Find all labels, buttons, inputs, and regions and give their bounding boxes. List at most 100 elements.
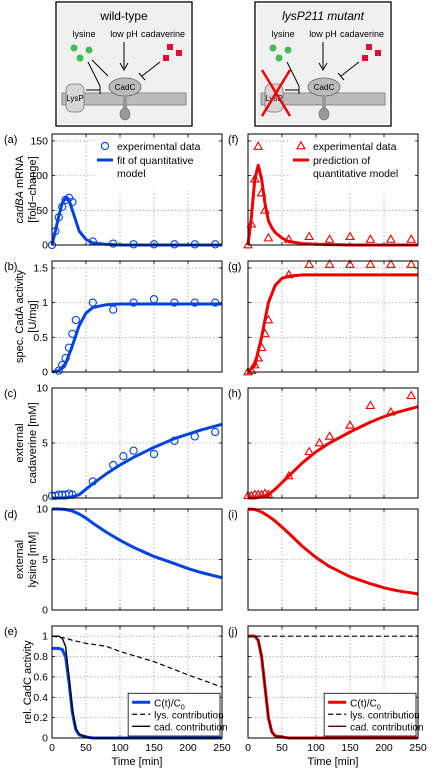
y-tick-label: 0.4	[33, 692, 48, 704]
legend-label: experimental data	[313, 141, 397, 153]
legend-label: prediction of	[313, 155, 370, 167]
axes-frame	[247, 508, 419, 611]
y-tick-label: 0.5	[33, 332, 48, 344]
x-tick-label: 100	[307, 742, 325, 754]
lysine-molecules	[269, 44, 292, 62]
x-tick-label: 200	[179, 742, 197, 754]
cadaverine-label: cadaverine	[340, 29, 384, 39]
cadaverine-molecules	[362, 44, 381, 61]
legend-label: fit of quantitative	[117, 155, 194, 167]
panel-h: (h)	[228, 387, 419, 500]
y-axis-label: cadaverine [mM]	[27, 402, 39, 483]
y-tick-label: 0.6	[33, 671, 48, 683]
data-point	[256, 342, 267, 352]
axes-frame	[247, 260, 419, 373]
x-tick-label: 250	[409, 742, 427, 754]
data-point	[324, 234, 335, 243]
data-point	[211, 240, 220, 249]
data-point	[68, 197, 77, 207]
y-tick-label: 0.8	[33, 651, 48, 663]
axes-frame	[51, 508, 223, 611]
panel-letter: (e)	[4, 626, 17, 638]
cadc-label: CadC	[314, 83, 335, 92]
axes-frame	[51, 387, 223, 499]
data-point	[283, 269, 294, 279]
data-point	[129, 240, 138, 249]
x-tick-label: 200	[375, 742, 393, 754]
panel-j: (j) 0 50 100 150 200 250 Time [min] C(t)/C0lys. …	[228, 625, 427, 768]
data-point	[253, 352, 264, 362]
y-tick-label: 0	[42, 493, 48, 505]
panel-letter: (a)	[4, 134, 17, 146]
panel-letter: (b)	[4, 261, 17, 273]
y-tick-label: 5	[42, 554, 48, 566]
schematic-mutant: lysP211 mutant lysine low pH cadaverine …	[254, 1, 392, 127]
panel-b: 0 0.5 1 1.5 (b)spec. CadA activity [U/mg]	[4, 260, 223, 379]
data-point	[243, 239, 253, 249]
data-point	[406, 259, 417, 268]
axes-frame	[247, 387, 419, 499]
y-tick-label: 100	[30, 170, 48, 182]
data-point	[211, 427, 220, 437]
schematic-title-wild-type: wild-type	[99, 9, 148, 23]
data-point	[324, 431, 335, 440]
data-point	[345, 259, 355, 268]
y-axis-label: external	[14, 540, 26, 579]
data-point	[385, 259, 396, 268]
legend-label: lys. contribution	[350, 710, 419, 721]
data-point	[249, 173, 260, 183]
data-point	[64, 489, 74, 498]
axes-frame	[51, 133, 223, 246]
data-point	[304, 231, 315, 241]
model-line	[52, 507, 223, 580]
data-point	[365, 234, 376, 243]
data-point	[345, 231, 355, 241]
x-axis-label: Time [min]	[112, 756, 163, 768]
data-point	[406, 390, 417, 400]
y-axis-label: cadBA mRNA	[14, 155, 26, 224]
legend-label: C(t)/C0	[154, 698, 185, 711]
cadaverine-molecules	[163, 44, 182, 61]
y-axis-label: spec. CadA activity	[14, 270, 26, 363]
panel-d: 0 5 10 (d) external lysine [mM]	[4, 504, 223, 617]
y-tick-label: 10	[36, 504, 48, 516]
data-point	[263, 232, 274, 242]
y-tick-label: 1	[42, 297, 48, 309]
axes-frame	[247, 625, 419, 739]
lysine-to-lysp-arrow	[87, 61, 101, 87]
data-point	[365, 400, 376, 409]
data-point	[149, 449, 159, 459]
model-line	[51, 302, 222, 374]
legend-label: lys. contribution	[154, 710, 223, 721]
data-point	[246, 490, 257, 500]
panel-e: 0 0.2 0.4 0.6 0.8 1 (e) 0 50 100 150 200 250 Time [mi…	[4, 625, 231, 768]
y-axis-label: [U/mg]	[27, 300, 39, 332]
legend-label: C(t)/C0	[350, 698, 381, 711]
y-tick-label: 0	[42, 733, 48, 745]
axes-frame	[51, 625, 223, 739]
cadc-label: CadC	[115, 83, 136, 92]
data-point	[385, 406, 396, 416]
data-point	[406, 234, 417, 243]
lysine-label: lysine	[72, 29, 95, 39]
x-tick-label: 50	[80, 742, 92, 754]
x-tick-label: 50	[276, 742, 288, 754]
cadaverine-label: cadaverine	[141, 29, 185, 39]
legend-label: cad. contribution	[154, 722, 227, 733]
panel-letter: (g)	[228, 261, 241, 273]
data-point	[109, 460, 118, 470]
panel-f: (f) experimental data prediction ofquantit…	[228, 133, 419, 249]
panel-a: 0 50 100 150 (a) cadBA mRNA [fold−change] exper…	[4, 133, 223, 252]
panel-g: (g)	[228, 259, 419, 376]
x-axis-label: Time [min]	[308, 756, 359, 768]
data-point	[345, 420, 355, 429]
y-axis-label: lysine [mM]	[27, 532, 39, 588]
data-point	[119, 452, 128, 461]
legend-label: experimental data	[117, 141, 201, 153]
axes-frame	[51, 260, 223, 373]
lysp-protein	[65, 83, 85, 113]
data-point	[283, 470, 294, 480]
panel-letter: (h)	[228, 388, 241, 400]
